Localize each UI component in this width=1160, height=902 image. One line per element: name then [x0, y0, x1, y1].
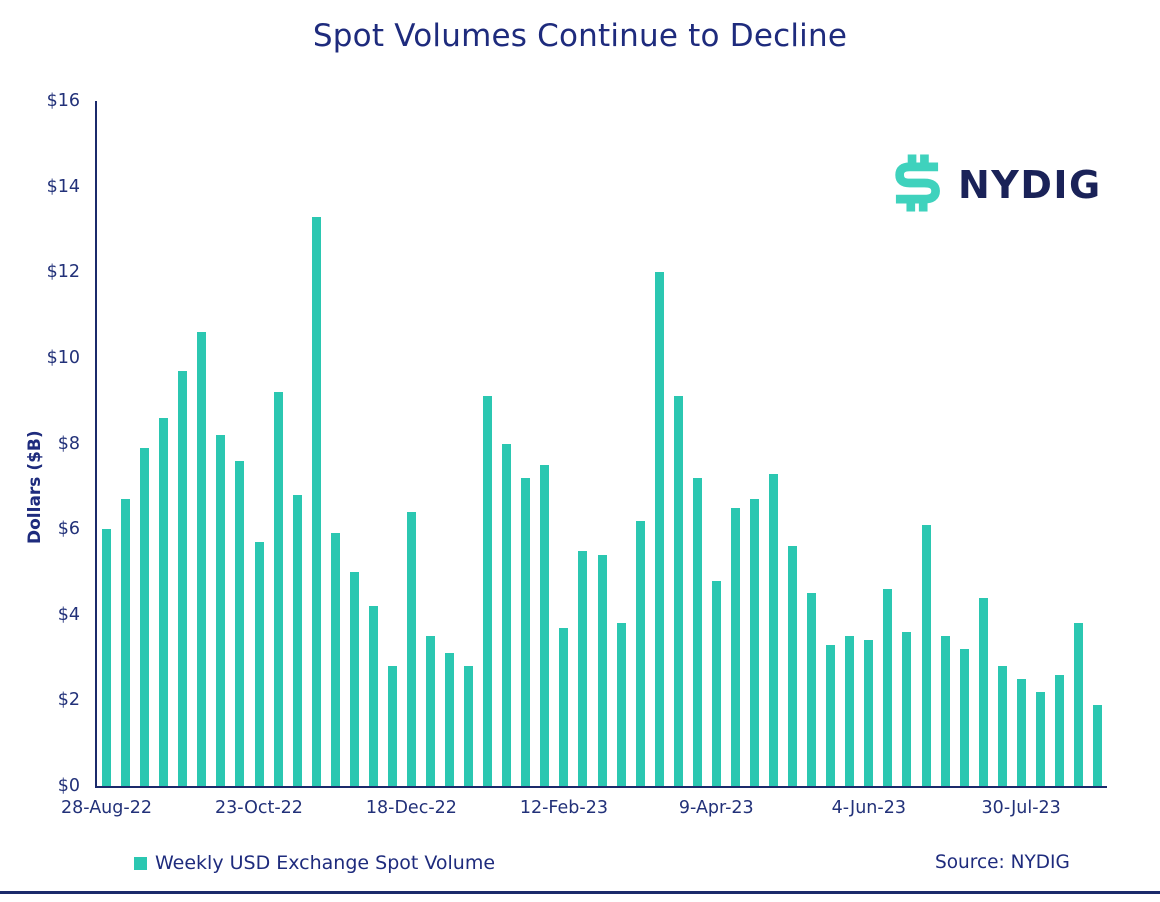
bar: [464, 666, 474, 786]
nydig-logo-text: NYDIG: [958, 163, 1102, 207]
bar: [578, 550, 588, 786]
y-tick-label: $16: [46, 91, 80, 111]
bar: [483, 396, 493, 786]
bar: [387, 666, 397, 786]
legend-label: Weekly USD Exchange Spot Volume: [155, 852, 496, 874]
bar: [254, 542, 264, 786]
bar: [330, 533, 340, 786]
bar: [540, 464, 550, 786]
bar: [1093, 704, 1102, 786]
bar: [292, 494, 302, 786]
y-tick-label: $6: [57, 519, 80, 540]
nydig-logo-mark-icon: [886, 148, 948, 222]
x-tick-label: 30-Jul-23: [981, 798, 1061, 818]
y-tick-label: $2: [57, 690, 80, 711]
legend: Weekly USD Exchange Spot Volume: [134, 852, 495, 874]
bar: [559, 627, 569, 786]
bar: [616, 623, 626, 786]
bar: [826, 644, 836, 786]
bar: [197, 332, 207, 786]
bar: [273, 392, 283, 786]
bar: [730, 507, 740, 786]
bar: [349, 571, 359, 786]
bar: [1016, 679, 1026, 786]
bar: [921, 524, 931, 786]
bar: [883, 589, 893, 786]
y-tick-label: $12: [46, 262, 80, 283]
y-tick-label: $4: [57, 604, 80, 625]
y-tick-label: $8: [57, 433, 80, 454]
bottom-divider: [0, 891, 1160, 894]
legend-marker-icon: [134, 856, 147, 870]
bar: [216, 434, 226, 786]
chart-title: Spot Volumes Continue to Decline: [312, 18, 848, 54]
bar: [864, 640, 874, 786]
x-tick-label: 23-Oct-22: [215, 798, 303, 818]
bar: [521, 477, 531, 786]
bar: [997, 666, 1007, 786]
bar: [750, 499, 759, 786]
y-tick-label: $10: [46, 347, 80, 368]
bar: [959, 649, 969, 786]
bar: [692, 477, 702, 786]
plot-area: Dollars ($B) $0 $2 $4 $6 $8 $10 $12 $14 $16 28-A…: [25, 91, 1107, 818]
bar: [654, 272, 664, 786]
bar: [597, 554, 607, 786]
x-tick-label: 12-Feb-23: [519, 798, 608, 818]
bar: [673, 396, 683, 786]
nydig-logo: NYDIG: [886, 148, 1102, 222]
source-text: Source: NYDIG: [935, 852, 1070, 873]
bar: [845, 636, 855, 786]
y-tick-label: $0: [57, 776, 80, 796]
bar: [1035, 691, 1045, 786]
bar: [902, 631, 912, 786]
x-tick-label: 28-Aug-22: [61, 798, 152, 818]
bar: [140, 447, 150, 786]
bar: [807, 593, 817, 786]
bar: [445, 653, 454, 786]
bar: [426, 636, 435, 786]
bar: [635, 520, 645, 786]
bar: [940, 636, 950, 786]
bar: [1073, 623, 1083, 786]
bar: [311, 216, 321, 786]
bar: [788, 546, 798, 786]
bar: [368, 606, 378, 786]
bar: [502, 443, 512, 786]
bar: [406, 512, 416, 786]
bar: [159, 417, 169, 786]
bar: [102, 529, 111, 786]
y-tick-label: $14: [46, 176, 80, 197]
bar: [178, 370, 188, 786]
x-tick-label: 9-Apr-23: [678, 798, 754, 818]
x-tick-label: 18-Dec-22: [365, 798, 457, 818]
bar: [978, 597, 988, 786]
bar: [1054, 674, 1064, 786]
bar: [121, 499, 131, 786]
x-tick-label: 4-Jun-23: [831, 798, 906, 818]
bar: [711, 580, 721, 786]
bar: [235, 460, 245, 786]
bar: [769, 473, 778, 786]
